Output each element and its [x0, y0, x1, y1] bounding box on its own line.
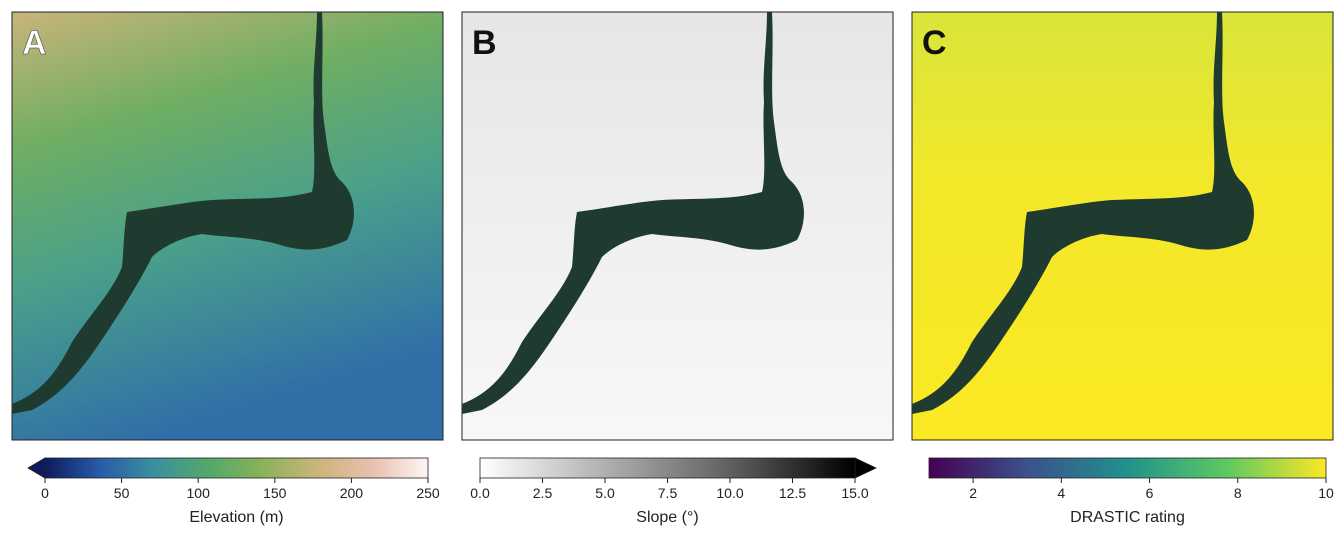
- colorbar-label: Elevation (m): [189, 509, 283, 526]
- colorbar-tick-label: 4: [1057, 485, 1065, 501]
- map-a: [11, 11, 444, 441]
- panel-label: B: [472, 24, 497, 62]
- colorbar-tick-label: 200: [340, 485, 364, 501]
- panel-label: A: [22, 24, 47, 62]
- colorbar-tick-label: 150: [263, 485, 287, 501]
- colorbar-tick-label: 7.5: [658, 485, 678, 501]
- colorbar: [928, 457, 1327, 479]
- colorbar-label: DRASTIC rating: [1070, 509, 1185, 526]
- colorbar-tick-label: 6: [1146, 485, 1154, 501]
- colorbar: [44, 457, 429, 479]
- colorbar-tick-label: 15.0: [841, 485, 868, 501]
- colorbar: [479, 457, 856, 479]
- colorbar-tick-label: 2: [969, 485, 977, 501]
- colorbar-tick-label: 12.5: [779, 485, 806, 501]
- colorbar-tick-label: 2.5: [533, 485, 553, 501]
- colorbar-extend: [27, 457, 46, 479]
- colorbar-extend: [854, 457, 877, 479]
- colorbar-tick-label: 250: [416, 485, 440, 501]
- colorbar-tick-label: 5.0: [595, 485, 615, 501]
- colorbar-tick-label: 0.0: [470, 485, 490, 501]
- colorbar-label: Slope (°): [636, 509, 698, 526]
- colorbar-tick-label: 10.0: [716, 485, 743, 501]
- colorbar-tick-label: 100: [187, 485, 211, 501]
- map-b: [461, 11, 894, 441]
- colorbar-tick-label: 50: [114, 485, 130, 501]
- panel-label: C: [922, 24, 947, 62]
- colorbar-tick-label: 10: [1318, 485, 1334, 501]
- colorbar-tick-label: 0: [41, 485, 49, 501]
- colorbar-tick-label: 8: [1234, 485, 1242, 501]
- map-c: [911, 11, 1334, 441]
